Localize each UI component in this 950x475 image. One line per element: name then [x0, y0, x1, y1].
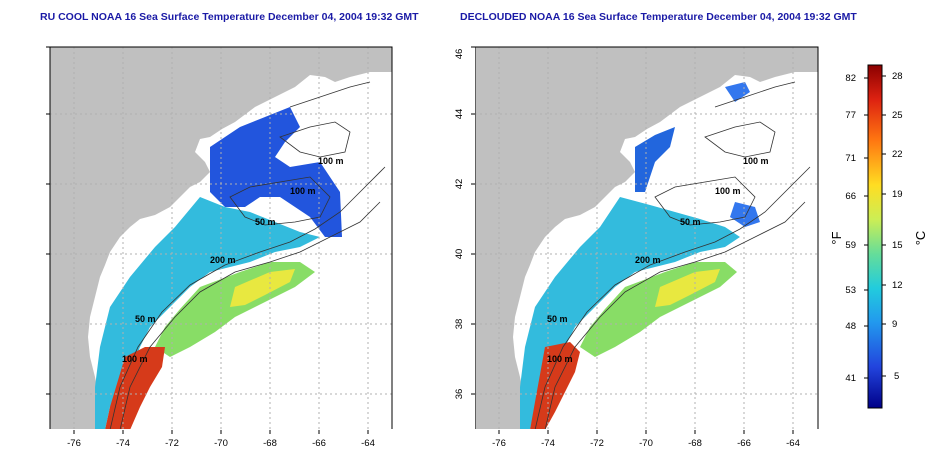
lon-tick: -72: [590, 438, 604, 449]
lon-tick: -70: [639, 438, 653, 449]
lat-axis-right: 36 38 40 42 44 46: [454, 46, 475, 400]
lon-tick: -76: [492, 438, 506, 449]
contour-label-200m: 200 m: [635, 255, 661, 265]
lon-tick: -68: [688, 438, 702, 449]
fahrenheit-unit-label: °F: [829, 231, 844, 244]
bathymetry-contours: [109, 81, 386, 429]
sst-cold-water: [635, 127, 675, 192]
land-mass: [475, 47, 818, 429]
fahrenheit-tick: 48: [845, 321, 856, 332]
lat-tick-38: 38: [454, 319, 465, 330]
lon-tick: -74: [541, 438, 555, 449]
celsius-tick: 22: [892, 149, 903, 160]
sst-cold-water: [210, 107, 342, 237]
contour-label-50m-a: 50 m: [680, 217, 701, 227]
sst-map-panel-declouded: 100 m 100 m 50 m 200 m 50 m 100 m: [475, 46, 819, 429]
celsius-tick: 12: [892, 280, 903, 291]
lat-tick-40: 40: [454, 249, 465, 260]
contour-label-200m: 200 m: [210, 255, 236, 265]
lon-tick: -64: [361, 438, 375, 449]
map-title-right: DECLOUDED NOAA 16 Sea Surface Temperatur…: [460, 11, 857, 23]
lon-tick: -68: [263, 438, 277, 449]
lon-tick: -64: [786, 438, 800, 449]
lon-tick: -66: [312, 438, 326, 449]
lon-axis-left: -76 -74 -72 -70 -68 -66 -64: [67, 430, 375, 449]
sst-shelf-water: [520, 197, 740, 429]
contour-label-100m-b: 100 m: [715, 186, 741, 196]
sst-map-panel-raw: 100 m 100 m 50 m 200 m 50 m 100 m 36 38 …: [46, 46, 393, 429]
sst-cold-water-east: [725, 82, 760, 227]
contour-label-100m-a: 100 m: [743, 156, 769, 166]
map-title-left: RU COOL NOAA 16 Sea Surface Temperature …: [40, 11, 419, 23]
celsius-tick: 28: [892, 71, 903, 82]
fahrenheit-tick: 53: [845, 285, 856, 296]
sst-gulf-stream: [530, 342, 580, 429]
sst-warm-water: [230, 269, 295, 307]
celsius-tick: 9: [892, 319, 897, 330]
contour-label-100m-c: 100 m: [122, 354, 148, 364]
fahrenheit-tick: 59: [845, 240, 856, 251]
contour-label-100m-b: 100 m: [290, 186, 316, 196]
fahrenheit-tick: 82: [845, 73, 856, 84]
map-frame: [475, 46, 819, 429]
contour-label-50m-b: 50 m: [135, 314, 156, 324]
contour-label-100m-a: 100 m: [318, 156, 344, 166]
contour-label-50m-a: 50 m: [255, 217, 276, 227]
lon-tick: -70: [214, 438, 228, 449]
sst-warm-water: [655, 269, 720, 307]
map-frame: [49, 46, 393, 429]
lat-tick-46: 46: [454, 49, 465, 60]
lon-tick: -66: [737, 438, 751, 449]
lat-tick-42: 42: [454, 179, 465, 190]
sst-shelf-water: [95, 197, 320, 429]
celsius-tick: 15: [892, 240, 903, 251]
map-grid: [475, 47, 818, 429]
fahrenheit-tick: 41: [845, 373, 856, 384]
celsius-unit-label: °C: [913, 231, 928, 246]
contour-label-50m-b: 50 m: [547, 314, 568, 324]
celsius-tick: 5: [894, 371, 899, 382]
lon-axis-right: -76 -74 -72 -70 -68 -66 -64: [492, 430, 800, 449]
temperature-colorbar: 82 77 71 66 59 53 48 41 28 25 22 19 15 1…: [829, 64, 928, 409]
fahrenheit-tick: 71: [845, 153, 856, 164]
lat-tick-36: 36: [454, 389, 465, 400]
celsius-tick: 25: [892, 110, 903, 121]
lon-tick: -72: [165, 438, 179, 449]
lon-tick: -74: [116, 438, 130, 449]
fahrenheit-tick: 66: [845, 191, 856, 202]
lat-tick-44: 44: [454, 109, 465, 120]
bathymetry-contours: [534, 81, 811, 429]
colorbar-gradient: [867, 64, 883, 409]
contour-label-100m-c: 100 m: [547, 354, 573, 364]
lon-tick: -76: [67, 438, 81, 449]
land-mass: [50, 47, 392, 429]
sst-gulf-stream: [105, 347, 165, 429]
map-grid: [50, 47, 392, 429]
fahrenheit-tick: 77: [845, 110, 856, 121]
celsius-tick: 19: [892, 189, 903, 200]
